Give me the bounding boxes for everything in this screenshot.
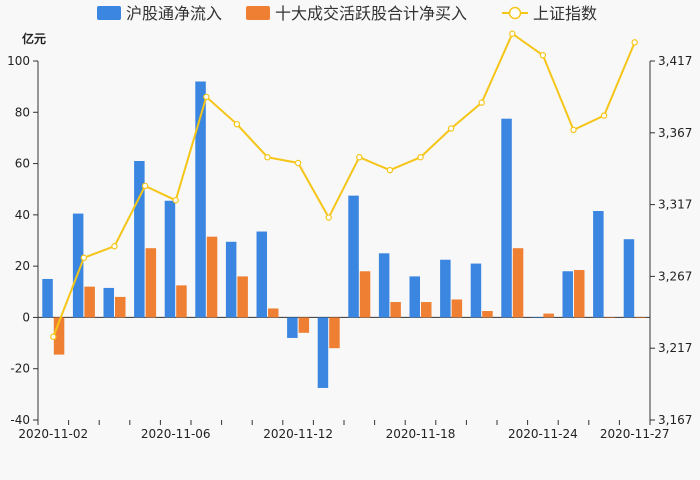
legend: 沪股通净流入 十大成交活跃股合计净买入 上证指数: [97, 4, 597, 23]
bar-top10-1: [84, 286, 95, 318]
y-left-tick-label: 60: [15, 157, 30, 171]
y-right-tick-label: 3,217: [658, 341, 692, 355]
bar-hgt-4: [164, 200, 176, 318]
index-point-0: [50, 333, 57, 340]
bar-hgt-7: [256, 231, 267, 318]
y-left-tick-label: 0: [22, 310, 30, 324]
legend-swatch-index-marker: [508, 6, 522, 20]
x-tick-label: 2020-11-18: [386, 427, 456, 441]
index-point-8: [294, 159, 302, 167]
index-point-13: [447, 125, 455, 132]
bar-hgt-1: [72, 213, 84, 318]
y-right-tick-label: 3,167: [658, 413, 692, 427]
bar-top10-15: [512, 248, 524, 318]
y-right-tick-label: 3,367: [658, 126, 692, 140]
x-tick-label: 2020-11-24: [508, 427, 578, 441]
bar-top10-8: [298, 317, 310, 333]
bar-hgt-6: [225, 241, 237, 318]
legend-swatch-top10: [246, 6, 270, 20]
index-point-14: [478, 99, 485, 106]
index-point-18: [600, 112, 608, 119]
x-tick-label: 2020-11-06: [141, 427, 211, 441]
bar-hgt-0: [42, 278, 53, 318]
bar-hgt-16: [531, 317, 543, 319]
bar-top10-3: [145, 248, 157, 318]
bar-top10-14: [482, 311, 493, 318]
bar-hgt-9: [317, 317, 329, 388]
plot-area: -40 -20 0 20 40 60 80 100 3,167 3,217 3,267 3,317 3,…: [7, 30, 692, 441]
bar-top10-10: [359, 271, 371, 318]
index-point-12: [417, 154, 424, 161]
index-point-16: [539, 52, 547, 59]
index-line: [52, 32, 636, 338]
y-left-tick-label: 100: [7, 54, 30, 68]
bar-top10-6: [237, 276, 248, 318]
bar-hgt-17: [562, 271, 573, 318]
x-tick-label: 2020-11-02: [18, 427, 88, 441]
index-point-3: [141, 182, 149, 190]
bar-top10-0: [53, 317, 65, 355]
bar-top10-18: [604, 317, 616, 319]
bar-hgt-3: [134, 161, 145, 318]
bar-top10-11: [390, 302, 401, 318]
bar-hgt-11: [378, 253, 390, 318]
index-point-9: [325, 214, 332, 221]
bar-hgt-18: [593, 211, 604, 318]
y-left-tick-label: -40: [10, 413, 30, 427]
legend-swatch-hgt: [97, 6, 121, 20]
index-point-15: [509, 30, 516, 37]
bar-hgt-2: [103, 287, 114, 318]
bar-top10-2: [115, 296, 126, 318]
bar-hgt-15: [501, 118, 512, 318]
bar-top10-13: [451, 299, 463, 318]
index-point-6: [233, 120, 241, 128]
index-point-19: [631, 39, 638, 46]
index-point-17: [570, 126, 577, 134]
bar-top10-12: [421, 302, 432, 318]
bar-top10-5: [206, 236, 218, 318]
y-right-tick-label: 3,317: [658, 198, 692, 212]
index-point-4: [172, 197, 179, 204]
legend-label-top10: 十大成交活跃股合计净买入: [275, 4, 467, 23]
bar-hgt-14: [470, 263, 482, 318]
index-point-5: [203, 93, 210, 101]
x-tick-label: 2020-11-27: [600, 427, 670, 441]
index-point-1: [80, 254, 88, 261]
bar-top10-16: [543, 313, 554, 318]
x-tick-label: 2020-11-12: [263, 427, 333, 441]
bar-top10-4: [176, 285, 187, 318]
bar-top10-17: [574, 269, 585, 318]
bar-top10-9: [329, 317, 340, 349]
bar-top10-7: [268, 308, 279, 318]
y-left-tick-label: 80: [15, 105, 30, 119]
index-point-10: [356, 154, 363, 161]
legend-label-index: 上证指数: [533, 4, 597, 23]
bar-hgt-5: [195, 81, 206, 318]
y-right-tick-label: 3,267: [658, 269, 692, 283]
bar-hgt-12: [409, 276, 420, 318]
bar-hgt-19: [623, 239, 635, 318]
bar-hgt-13: [440, 259, 451, 318]
y-left-tick-label: -20: [10, 362, 30, 376]
left-axis-unit: 亿元: [22, 31, 46, 46]
y-left-tick-label: 40: [15, 208, 30, 222]
index-point-2: [111, 243, 118, 250]
index-point-11: [386, 166, 394, 174]
y-right-tick-label: 3,417: [658, 54, 692, 68]
index-point-7: [264, 154, 271, 161]
bar-hgt-10: [348, 195, 359, 318]
bar-top10-19: [635, 317, 646, 319]
bar-hgt-8: [287, 317, 298, 338]
legend-label-hgt: 沪股通净流入: [126, 4, 222, 23]
y-left-tick-label: 20: [15, 259, 30, 273]
